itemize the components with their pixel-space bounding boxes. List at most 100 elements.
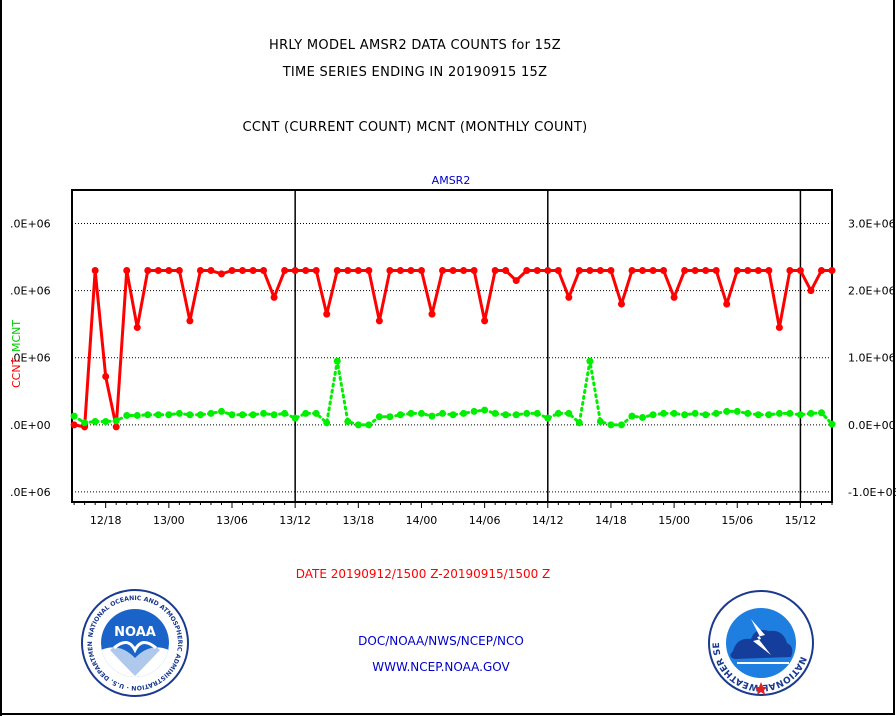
ccnt-point	[617, 300, 625, 308]
ccnt-point	[291, 267, 299, 275]
y-tick-label-left: .0E+06	[10, 486, 51, 499]
x-tick-label: 15/06	[721, 514, 753, 527]
ccnt-point	[744, 267, 752, 275]
ccnt-point	[102, 373, 110, 381]
mcnt-point	[228, 411, 236, 419]
y-axis-label-mcnt: MCNT	[10, 320, 23, 352]
mcnt-point	[102, 417, 110, 425]
mcnt-point	[649, 411, 657, 419]
series-ccnt	[70, 267, 836, 431]
ccnt-point	[523, 267, 531, 275]
ccnt-point	[154, 267, 162, 275]
ccnt-point	[386, 267, 394, 275]
mcnt-point	[365, 421, 373, 429]
ccnt-point	[828, 267, 836, 275]
mcnt-point	[807, 409, 815, 417]
mcnt-point	[207, 409, 215, 417]
ccnt-point	[502, 267, 510, 275]
mcnt-point	[354, 421, 362, 429]
mcnt-point	[565, 409, 573, 417]
mcnt-point	[260, 409, 268, 417]
mcnt-point	[491, 409, 499, 417]
y-tick-label-left: .0E+00	[10, 419, 51, 432]
y-tick-label-left: .0E+06	[10, 218, 51, 231]
ccnt-point	[544, 267, 552, 275]
mcnt-point	[691, 409, 699, 417]
ccnt-point	[586, 267, 594, 275]
y-axis-label-ccnt: CCNT	[10, 357, 23, 388]
ccnt-point	[344, 267, 352, 275]
mcnt-point	[154, 411, 162, 419]
x-tick-label: 13/12	[279, 514, 311, 527]
x-tick-label: 14/06	[469, 514, 501, 527]
y-tick-label-right: 1.0E+06	[848, 352, 896, 365]
x-axis-ticks: 12/18 13/00 13/06 13/12 13/18 14/00 14/06 14/12…	[73, 502, 833, 527]
ccnt-point	[207, 267, 215, 275]
ccnt-point	[228, 267, 236, 275]
mcnt-point	[754, 411, 762, 419]
mcnt-point	[544, 414, 552, 422]
mcnt-point	[81, 419, 89, 427]
mcnt-point	[70, 412, 78, 420]
ccnt-point	[270, 293, 278, 301]
nws-logo: NATIONAL WEATHER SERVICE	[707, 589, 814, 696]
mcnt-point	[302, 409, 310, 417]
mcnt-point	[786, 409, 794, 417]
mcnt-point	[291, 414, 299, 422]
mcnt-point	[660, 409, 668, 417]
x-tick-label: 14/18	[595, 514, 627, 527]
x-tick-label: 15/00	[658, 514, 690, 527]
noaa-logo: NATIONAL OCEANIC AND ATMOSPHERIC ADMINIS…	[80, 588, 189, 697]
ccnt-point	[670, 293, 678, 301]
mcnt-point	[249, 411, 257, 419]
ccnt-point	[333, 267, 341, 275]
series-mcnt	[70, 357, 836, 429]
ccnt-point	[607, 267, 615, 275]
ccnt-point	[512, 277, 520, 285]
y-tick-label-right: 0.0E+00	[848, 419, 896, 432]
mcnt-point	[744, 409, 752, 417]
x-tick-label: 13/06	[216, 514, 248, 527]
panel-title: AMSR2	[432, 174, 471, 187]
mcnt-point	[575, 419, 583, 427]
ccnt-point	[249, 267, 257, 275]
ccnt-point	[396, 267, 404, 275]
mcnt-point	[428, 412, 436, 420]
ccnt-point	[639, 267, 647, 275]
mcnt-point	[133, 411, 141, 419]
day-boundary-lines	[294, 190, 802, 502]
mcnt-point	[407, 409, 415, 417]
mcnt-point	[796, 411, 804, 419]
x-tick-label: 14/00	[406, 514, 438, 527]
ccnt-point	[417, 267, 425, 275]
ccnt-point	[723, 300, 731, 308]
chart-title-line-3: CCNT (CURRENT COUNT) MCNT (MONTHLY COUNT…	[242, 120, 588, 135]
mcnt-point	[165, 411, 173, 419]
ccnt-point	[217, 270, 225, 278]
mcnt-point	[312, 409, 320, 417]
y-axis-ticks: .0E+06 3.0E+06 .0E+06 2.0E+06 .0E+06 1.0E+06.…	[10, 218, 896, 499]
ccnt-point	[407, 267, 415, 275]
ccnt-point	[175, 267, 183, 275]
ccnt-point	[133, 324, 141, 332]
mcnt-point	[333, 357, 341, 365]
mcnt-point	[460, 409, 468, 417]
ccnt-point	[428, 310, 436, 318]
ccnt-point	[491, 267, 499, 275]
ccnt-point	[712, 267, 720, 275]
mcnt-point	[270, 411, 278, 419]
ccnt-point	[281, 267, 289, 275]
mcnt-point	[670, 409, 678, 417]
left-border	[0, 0, 2, 716]
x-tick-label: 13/00	[153, 514, 185, 527]
y-tick-label-right: 3.0E+06	[848, 218, 896, 231]
mcnt-point	[91, 417, 99, 425]
y-tick-label-right: 2.0E+06	[848, 285, 896, 298]
footer-org: DOC/NOAA/NWS/NCEP/NCO	[358, 634, 524, 648]
footer-url: WWW.NCEP.NOAA.GOV	[372, 660, 510, 674]
mcnt-point	[239, 411, 247, 419]
ccnt-point	[460, 267, 468, 275]
ccnt-point	[681, 267, 689, 275]
mcnt-point	[175, 409, 183, 417]
mcnt-point	[512, 411, 520, 419]
